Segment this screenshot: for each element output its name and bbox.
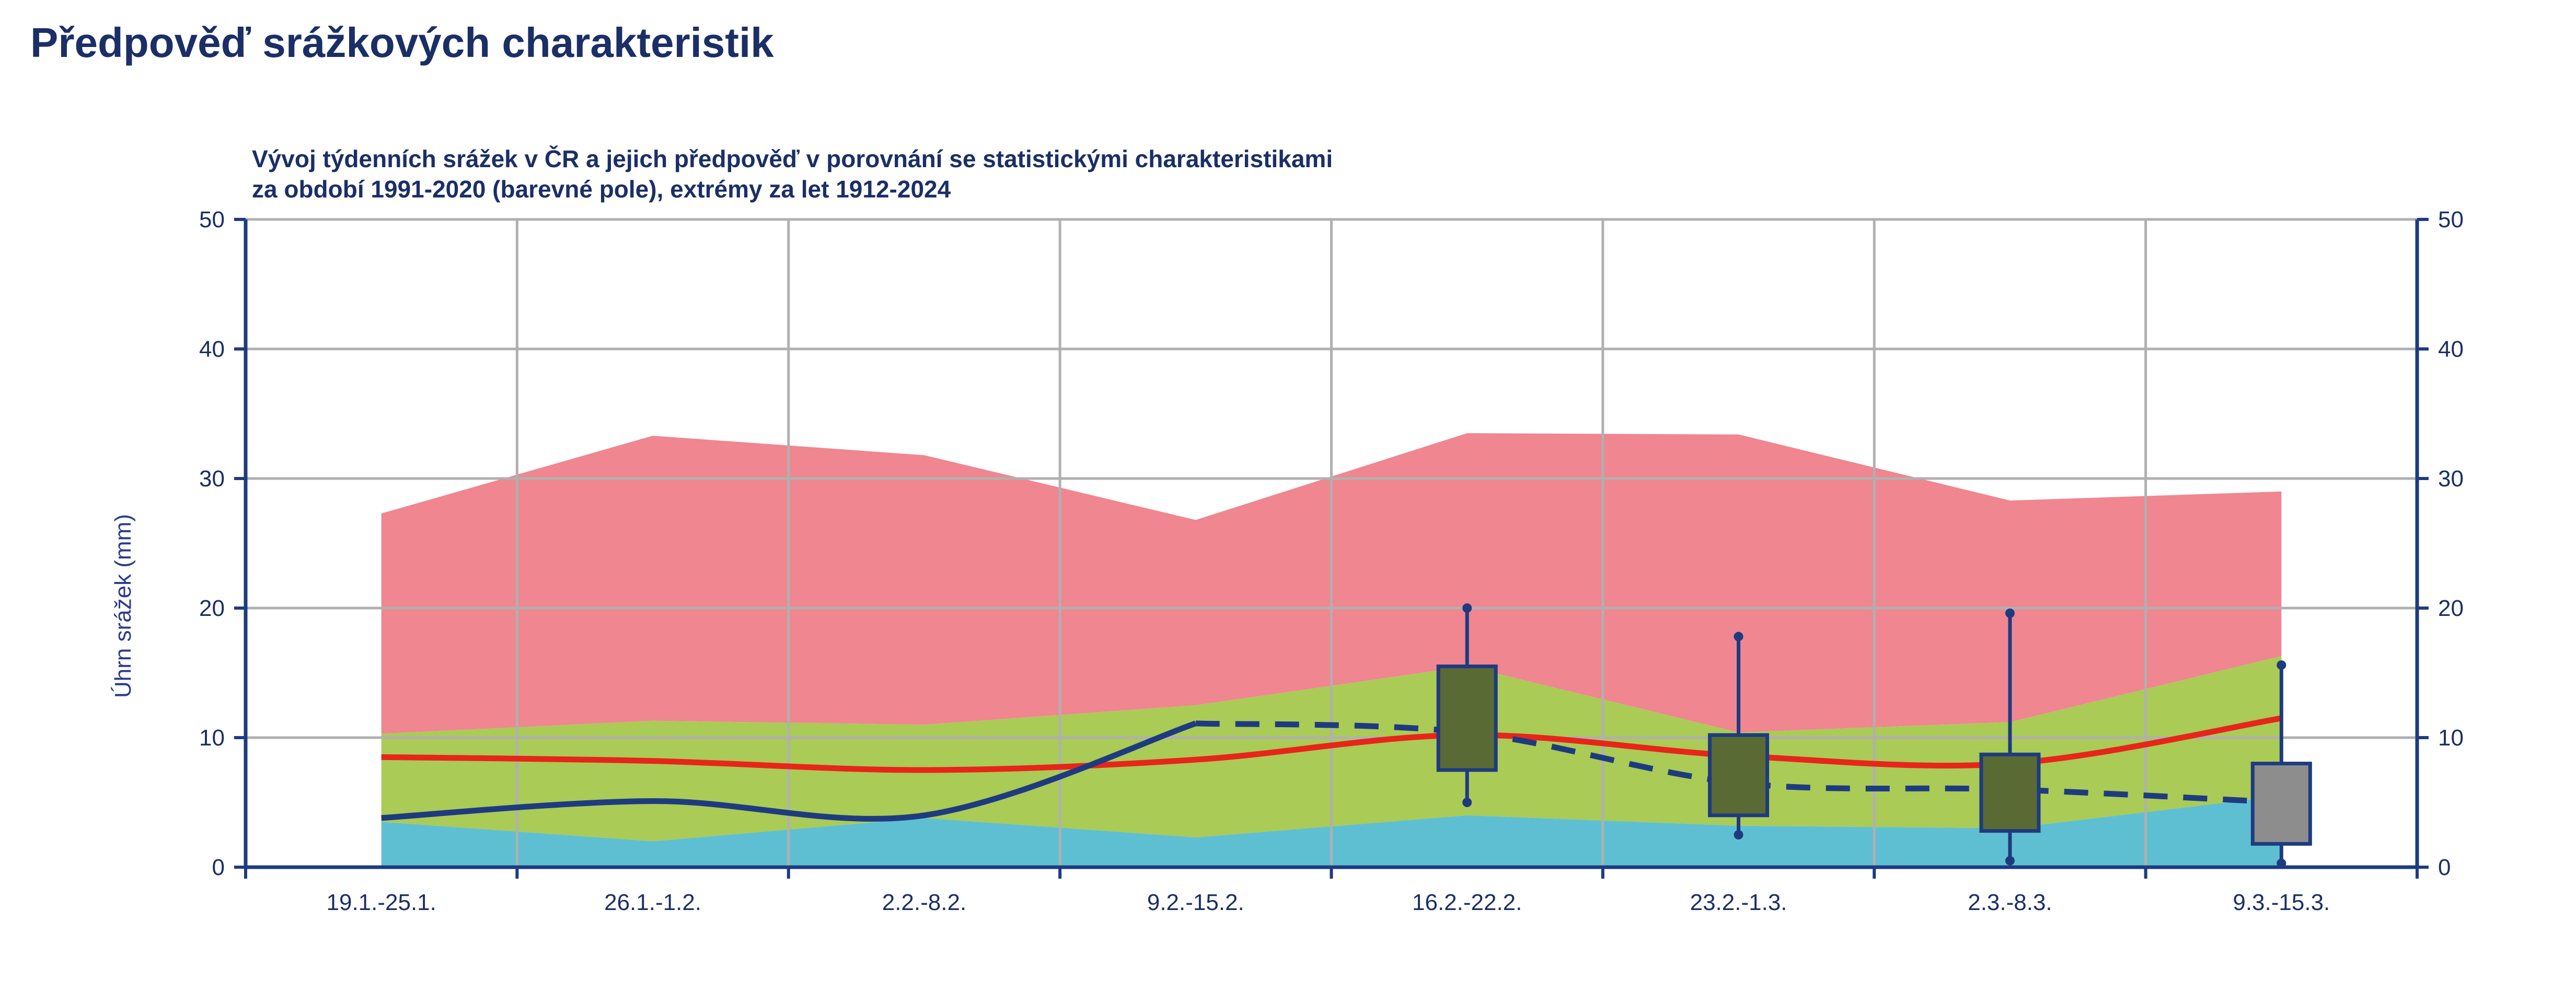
box-min-point <box>2005 856 2015 866</box>
x-tick-label: 19.1.-25.1. <box>327 890 436 915</box>
y-tick-label-right: 0 <box>2438 855 2451 880</box>
box-max-point <box>2277 660 2286 670</box>
box-max-point <box>1734 632 1743 642</box>
box-body <box>1708 733 1770 818</box>
observed-line <box>381 720 1197 822</box>
y-tick-label: 40 <box>199 336 225 362</box>
x-tick-label: 2.3.-8.3. <box>1968 890 2052 915</box>
box-max-point <box>1462 603 1472 613</box>
y-axis-label: Úhrn srážek (mm) <box>110 514 136 698</box>
y-tick-label: 50 <box>199 207 225 232</box>
y-tick-label: 20 <box>199 596 225 621</box>
box-body <box>1979 752 2041 833</box>
box-max-point <box>2005 608 2015 618</box>
forecast-line <box>1195 720 2282 806</box>
box-body <box>2250 762 2312 846</box>
x-tick-label: 2.2.-8.2. <box>882 890 966 915</box>
y-tick-label-right: 20 <box>2438 596 2464 621</box>
y-tick-label-right: 50 <box>2438 207 2464 232</box>
x-tick-label: 26.1.-1.2. <box>604 890 701 915</box>
y-tick-label: 30 <box>199 466 225 492</box>
page-title: Předpověď srážkových charakteristik <box>30 19 774 66</box>
x-tick-label: 9.3.-15.3. <box>2233 890 2330 915</box>
y-tick-label-right: 10 <box>2438 725 2464 751</box>
median-line <box>381 715 2282 773</box>
y-tick-label: 10 <box>199 725 225 751</box>
y-tick-label-right: 30 <box>2438 466 2464 492</box>
x-tick-label: 9.2.-15.2. <box>1147 890 1244 915</box>
box-min-point <box>1734 830 1743 839</box>
chart-title: Vývoj týdenních srážek v ČR a jejich pře… <box>252 145 1333 172</box>
y-tick-label: 0 <box>212 855 225 880</box>
box-min-point <box>1462 798 1472 807</box>
box-body <box>1436 664 1498 772</box>
x-tick-label: 23.2.-1.3. <box>1690 890 1787 915</box>
y-tick-label-right: 40 <box>2438 336 2464 362</box>
chart-subtitle: za období 1991-2020 (barevné pole), extr… <box>252 176 951 203</box>
x-tick-label: 16.2.-22.2. <box>1412 890 1522 915</box>
